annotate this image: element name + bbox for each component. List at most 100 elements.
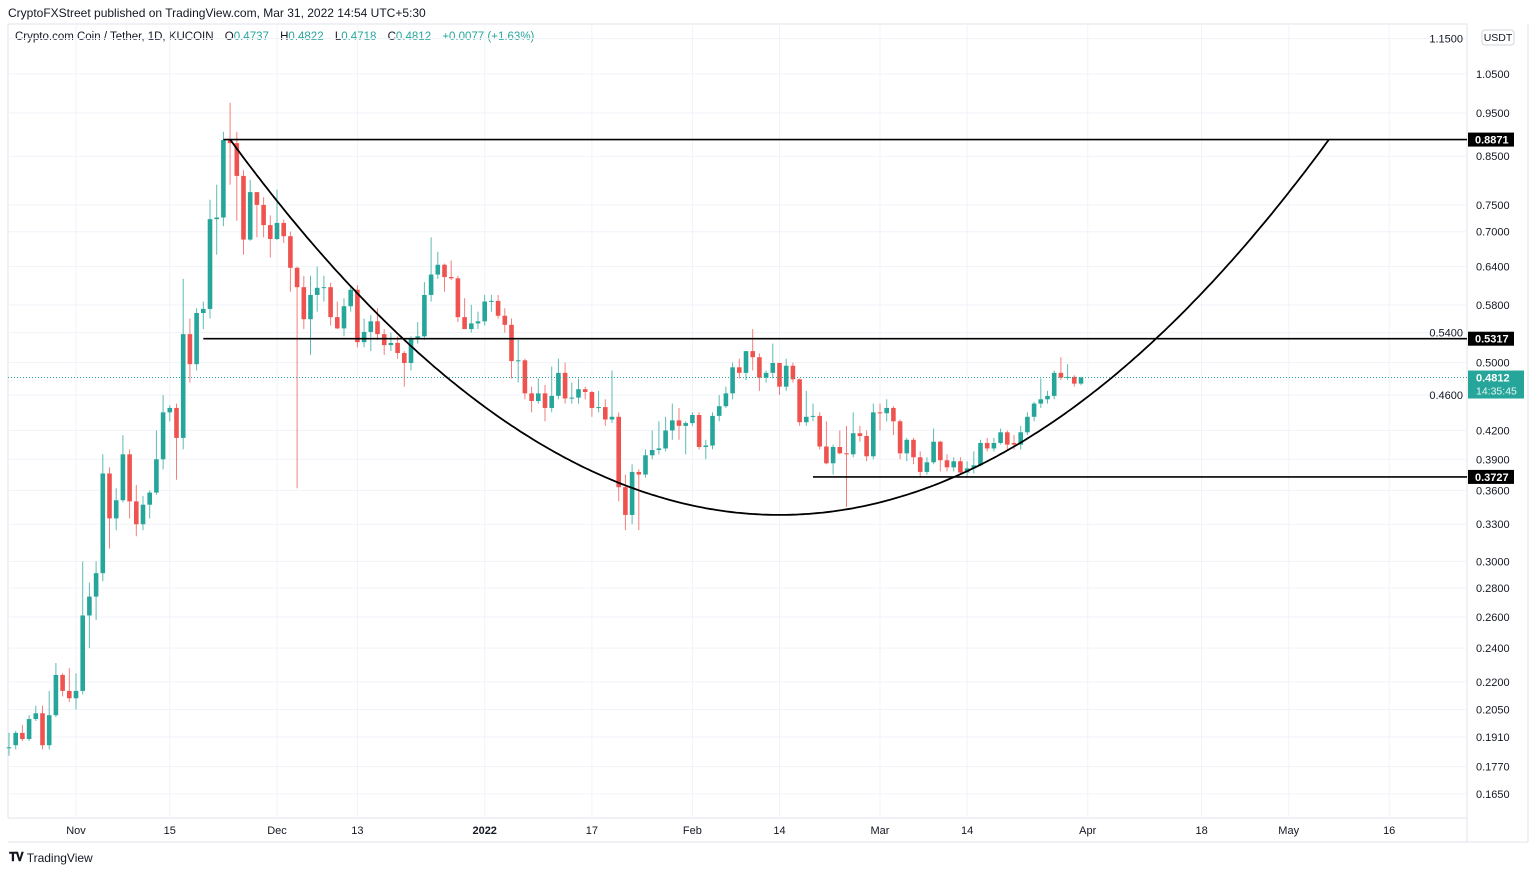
candle-body [750,351,755,358]
tradingview-logo-icon[interactable]: 𝐓𝐕 [9,850,24,864]
candle-body [616,416,621,488]
open-label: O [224,31,234,43]
candle-body [864,436,869,457]
candle [1051,370,1057,400]
candle-body [529,393,534,402]
candle-body [448,277,454,279]
candle [321,275,327,302]
candle-body [60,674,65,691]
candle-body [730,367,735,394]
candle-body [542,393,548,408]
candle-body [368,321,374,332]
candle [824,421,829,465]
candle-body [871,412,876,457]
candle-body [810,415,816,417]
candle [268,215,273,258]
candle-body [402,353,407,364]
candle [529,386,534,413]
candle [502,308,508,333]
candle-body [180,334,186,438]
candle [670,403,675,440]
candle-body [147,492,152,505]
candle-body [562,372,568,399]
candle-body [13,732,18,746]
footer-brand[interactable]: TradingView [26,850,93,865]
currency-badge[interactable] [1481,29,1515,46]
candle [455,275,461,323]
y-tick-label: 0.3900 [1476,454,1510,466]
candle [891,406,896,436]
y-tick-label: 0.2400 [1476,643,1510,655]
high-value: 0.4822 [288,31,324,43]
candle [1058,357,1064,381]
x-tick-label: 13 [351,825,363,837]
symbol-legend: Crypto.com Coin / Tether, 1D, KUCOIN O0.… [15,31,534,43]
symbol-title[interactable]: Crypto.com Coin / Tether, 1D, KUCOIN [15,31,214,43]
candle-body [944,460,950,468]
candle-body [321,287,327,289]
candle [850,412,856,458]
candle [308,275,313,355]
candle-body [100,473,106,574]
rounded-bottom-curve[interactable] [229,139,1330,516]
candle [716,395,722,422]
candle [489,294,494,312]
candle-body [1031,403,1037,417]
candle-body [375,321,380,335]
candle-body [301,287,307,320]
candle-body [261,204,266,226]
candle-body [435,264,441,275]
y-tick-label: 0.1910 [1476,732,1510,744]
candle-body [201,308,206,314]
candle-body [154,459,159,493]
candle [93,561,99,620]
candle-body [763,372,769,378]
candle-body [160,412,166,460]
candle-body [696,415,702,447]
x-tick-label: 15 [164,825,176,837]
candle-body [998,432,1003,443]
y-tick-label: 0.2050 [1476,704,1510,716]
candle-body [663,430,668,449]
candle [462,298,467,330]
candle [978,439,983,467]
y-tick-label: 0.2200 [1476,677,1510,689]
candle [475,311,481,330]
x-tick-label: Dec [267,825,287,837]
candle-body [335,317,340,329]
y-tick-label: 0.5400 [1429,328,1463,340]
candle [368,315,374,352]
candle [67,668,72,702]
candle [703,439,709,460]
drawings[interactable] [8,138,1467,516]
x-tick-label: 14 [773,825,785,837]
candle-body [603,407,608,420]
candle-body [877,412,883,414]
open-value: 0.4737 [233,31,269,43]
candle [442,263,447,292]
candle-body [737,367,742,373]
candle [984,437,990,452]
x-tick-label: Feb [683,825,702,837]
candle-body [723,393,729,407]
candle-body [536,393,541,402]
y-tick-label: 0.7500 [1476,200,1510,212]
candle [435,251,441,279]
publisher-line: CryptoFXStreet published on TradingView.… [8,6,426,20]
candle-body [1005,432,1010,445]
candle-body [247,192,253,240]
candle [676,407,682,440]
x-tick-label: Nov [66,825,86,837]
candle [154,430,159,495]
candle-body [670,420,675,431]
candle-body [770,363,776,373]
candle [201,301,206,330]
candle-body [113,500,119,519]
candle [582,386,588,400]
candle-body [515,360,521,362]
low-value: 0.4718 [341,31,377,43]
candle-body [53,674,59,716]
level-price-label-bg [1468,331,1514,346]
bar-countdown-label: 14:35:45 [1476,386,1517,398]
